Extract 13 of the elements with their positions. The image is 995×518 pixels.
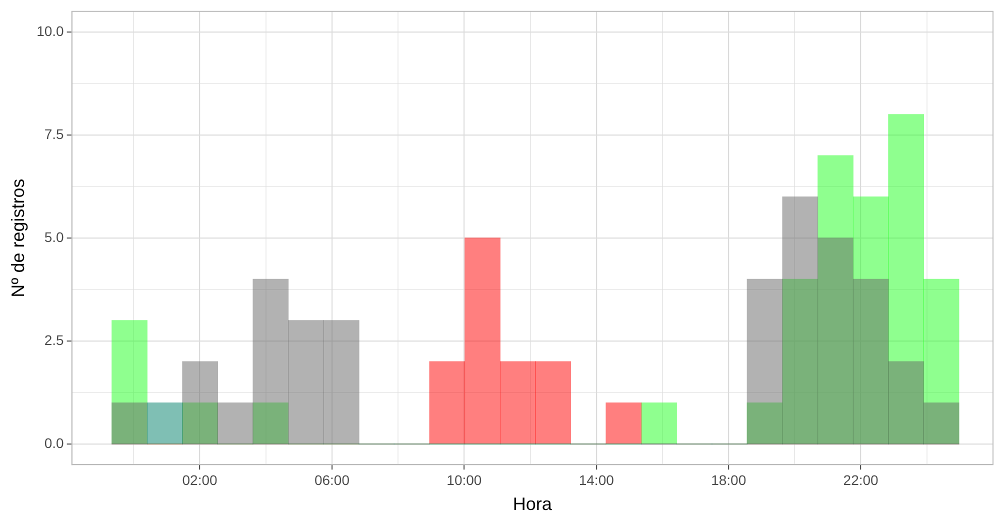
y-tick-label: 7.5 [44,126,64,142]
x-tick-label: 18:00 [711,472,746,488]
x-tick-label: 02:00 [182,472,218,488]
x-tick-label: 10:00 [446,472,482,488]
x-tick-label: 22:00 [843,472,879,488]
y-tick-label: 2.5 [44,332,64,348]
x-tick-label: 14:00 [578,472,614,488]
y-axis-title: Nº de registros [8,178,28,298]
x-axis-title: Hora [512,494,553,514]
y-tick-label: 10.0 [36,22,64,39]
y-tick-label: 5.0 [44,228,64,245]
x-tick-label: 06:00 [314,472,350,488]
y-tick-label: 0.0 [44,434,64,451]
